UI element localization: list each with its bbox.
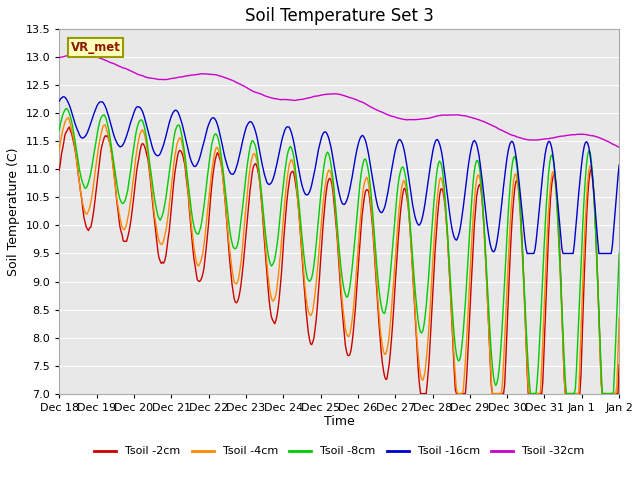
Text: VR_met: VR_met <box>70 41 120 54</box>
X-axis label: Time: Time <box>324 415 355 429</box>
Title: Soil Temperature Set 3: Soil Temperature Set 3 <box>244 7 434 25</box>
Legend: Tsoil -2cm, Tsoil -4cm, Tsoil -8cm, Tsoil -16cm, Tsoil -32cm: Tsoil -2cm, Tsoil -4cm, Tsoil -8cm, Tsoi… <box>90 442 589 461</box>
Y-axis label: Soil Temperature (C): Soil Temperature (C) <box>7 147 20 276</box>
